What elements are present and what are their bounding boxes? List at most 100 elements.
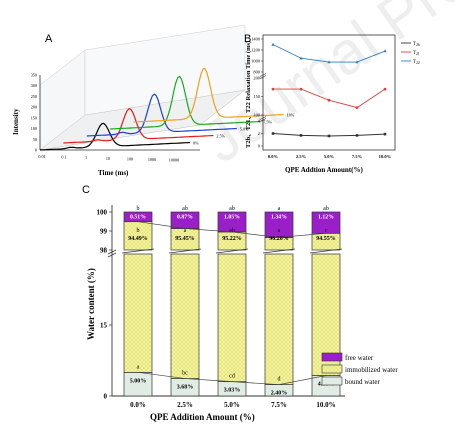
panel-b-axis-break — [259, 116, 267, 122]
panel-c-letter: C — [82, 184, 90, 196]
panel-a-x-tick: 1000 — [148, 157, 156, 162]
panel-a-series-label: 2.5% — [216, 134, 225, 139]
panel-c-free-letter: ab — [182, 206, 188, 212]
panel-c-y-tick: 99 — [100, 228, 108, 236]
panel-b-x-tick: 10.0% — [379, 154, 392, 159]
panel-c-bound-letter: a — [137, 364, 140, 370]
panel-c-bar-immobilized-upper — [123, 221, 153, 251]
panel-b-y-tick: 2 — [258, 131, 260, 136]
panel-b-point — [271, 87, 275, 91]
panel-c-immobilized-letter: a — [184, 228, 187, 234]
panel-c-free-letter: ab — [323, 206, 329, 212]
panel-b-y-tick: 1000 — [251, 59, 261, 64]
panel-a-x-tick: 0.1 — [61, 155, 66, 160]
panel-c-x-tick: 7.5% — [271, 401, 287, 409]
panel-c-immobilized-label: 94.55% — [316, 236, 336, 242]
panel-c-immobilized-label: 95.45% — [175, 236, 195, 242]
panel-b-series-line — [273, 88, 386, 109]
panel-b-letter: B — [244, 33, 251, 45]
panel-c-immobilized-label: 96.26% — [269, 236, 289, 242]
panel-c-bound-label: 2.40% — [271, 391, 288, 397]
panel-a-trace — [110, 75, 261, 130]
panel-b-point — [271, 42, 275, 46]
panel-c-bound-label: 3.03% — [224, 388, 241, 394]
panel-b-point — [355, 60, 359, 64]
panel-c-free-label: 1.12% — [318, 215, 334, 221]
panel-a-letter: A — [45, 33, 53, 45]
panel-c-free-letter: ab — [229, 206, 235, 212]
panel-b-frame — [262, 34, 396, 151]
panel-c-legend-label: bound water — [345, 378, 380, 386]
panel-c-axis-break — [107, 249, 117, 258]
panel-c-y-tick: 15 — [100, 322, 108, 330]
panel-c-free-letter: a — [278, 206, 281, 212]
panel-c-legend-label: immobilized water — [345, 366, 398, 374]
panel-b-x-tick: 5.0% — [324, 154, 335, 159]
panel-a-series-label: 0% — [193, 141, 199, 146]
panel-c-x-tick: 5.0% — [224, 401, 240, 409]
panel-b-point — [383, 49, 387, 53]
panel-c-bound-label: 5.00% — [130, 378, 147, 384]
panel-c-bar-immobilized-lower — [123, 253, 153, 373]
panel-c-free-label: 1.05% — [224, 215, 240, 221]
panel-c-bar-break — [121, 248, 155, 254]
panel-a-x-tick: 10 — [106, 156, 110, 161]
panel-a-y-tick: 50 — [33, 137, 37, 142]
panel-a-x-tick: 0.01 — [38, 154, 45, 159]
panel-c-y-tick: 0 — [104, 393, 108, 401]
panel-b-series-line — [272, 44, 386, 63]
panel-c-immobilized-label: 94.49% — [128, 236, 148, 242]
panel-c-bar-break — [168, 248, 202, 254]
panel-c-legend-label: free water — [345, 354, 374, 362]
panel-b-y-tick: 100 — [253, 113, 260, 118]
panel-a-x-label: Time (ms) — [98, 169, 129, 177]
panel-a-y-tick: 150 — [31, 115, 37, 120]
panel-c-immobilized-letter: c — [325, 228, 328, 234]
panel-c-bar-free — [264, 211, 294, 238]
panel-c-legend-swatch — [321, 376, 343, 386]
panel-b-x-tick: 7.5% — [352, 154, 363, 159]
panel-c-bar-immobilized-lower — [264, 253, 294, 385]
panel-b-legend-label: T22 — [413, 60, 420, 65]
panel-c-bound-letter: d — [278, 377, 281, 383]
panel-b-point — [383, 87, 387, 91]
panel-c-immobilized-label: 95.22% — [222, 236, 242, 242]
panel-c-x-tick: 2.5% — [177, 401, 193, 409]
panel-a-x-tick: 100 — [127, 156, 133, 161]
panel-c-bound-letter: cd — [229, 374, 235, 380]
panel-b-y-tick: 200 — [253, 76, 260, 81]
panel-a-x-tick: 1 — [85, 155, 87, 160]
panel-c-bar-break — [262, 248, 296, 254]
panel-a-y-tick: 200 — [31, 105, 37, 110]
panel-c-immobilized-letter: a — [278, 228, 281, 234]
panel-a-series-label: 7.5% — [263, 120, 272, 125]
panel-b-legend-label: T2b — [413, 42, 420, 47]
panel-a-y-tick: 350 — [31, 73, 37, 78]
panel-c-x-tick: 0.0% — [130, 401, 146, 409]
panel-c-immobilized-letter: b — [137, 228, 140, 234]
panel-c-x-label: QPE Addition Amount (%) — [150, 412, 255, 422]
panel-c-bar-immobilized-lower — [217, 253, 247, 383]
panel-a-trace — [86, 93, 237, 137]
panel-c-free-label: 0.87% — [177, 215, 193, 221]
panel-c-legend-swatch — [321, 352, 343, 362]
panel-c-free-label: 1.34% — [271, 215, 287, 221]
panel-c-bound-label: 3.68% — [177, 385, 194, 391]
panel-a-y-tick: 300 — [31, 83, 37, 88]
panel-b-point — [299, 134, 303, 137]
panel-c-free-trend — [137, 221, 327, 238]
panel-c-free-letter: b — [137, 206, 140, 212]
panel-c-bar-break — [309, 248, 343, 254]
panel-c-chart: 5.00%a94.49%b0.51%b3.68%bc95.45%a0.87%ab… — [86, 205, 398, 422]
panel-b-y-tick: 4 — [258, 119, 261, 124]
panel-c-bar-break — [215, 248, 249, 254]
panel-c-x-tick: 10.0% — [316, 401, 335, 409]
panel-b-y-label: T2b、T21、T22 Relaxation Time (ms) — [245, 41, 252, 148]
panel-a-series-label: 5.0% — [240, 127, 249, 132]
panel-b-point — [327, 134, 331, 138]
panel-b-y-tick: 800 — [253, 70, 260, 75]
panel-a-series-label: 10% — [287, 113, 295, 118]
panel-a-y-tick: 0 — [35, 148, 37, 153]
panel-a-chart: 0.01 0.1 1 10 100 1000 10000 05010015020025030… — [12, 24, 295, 177]
